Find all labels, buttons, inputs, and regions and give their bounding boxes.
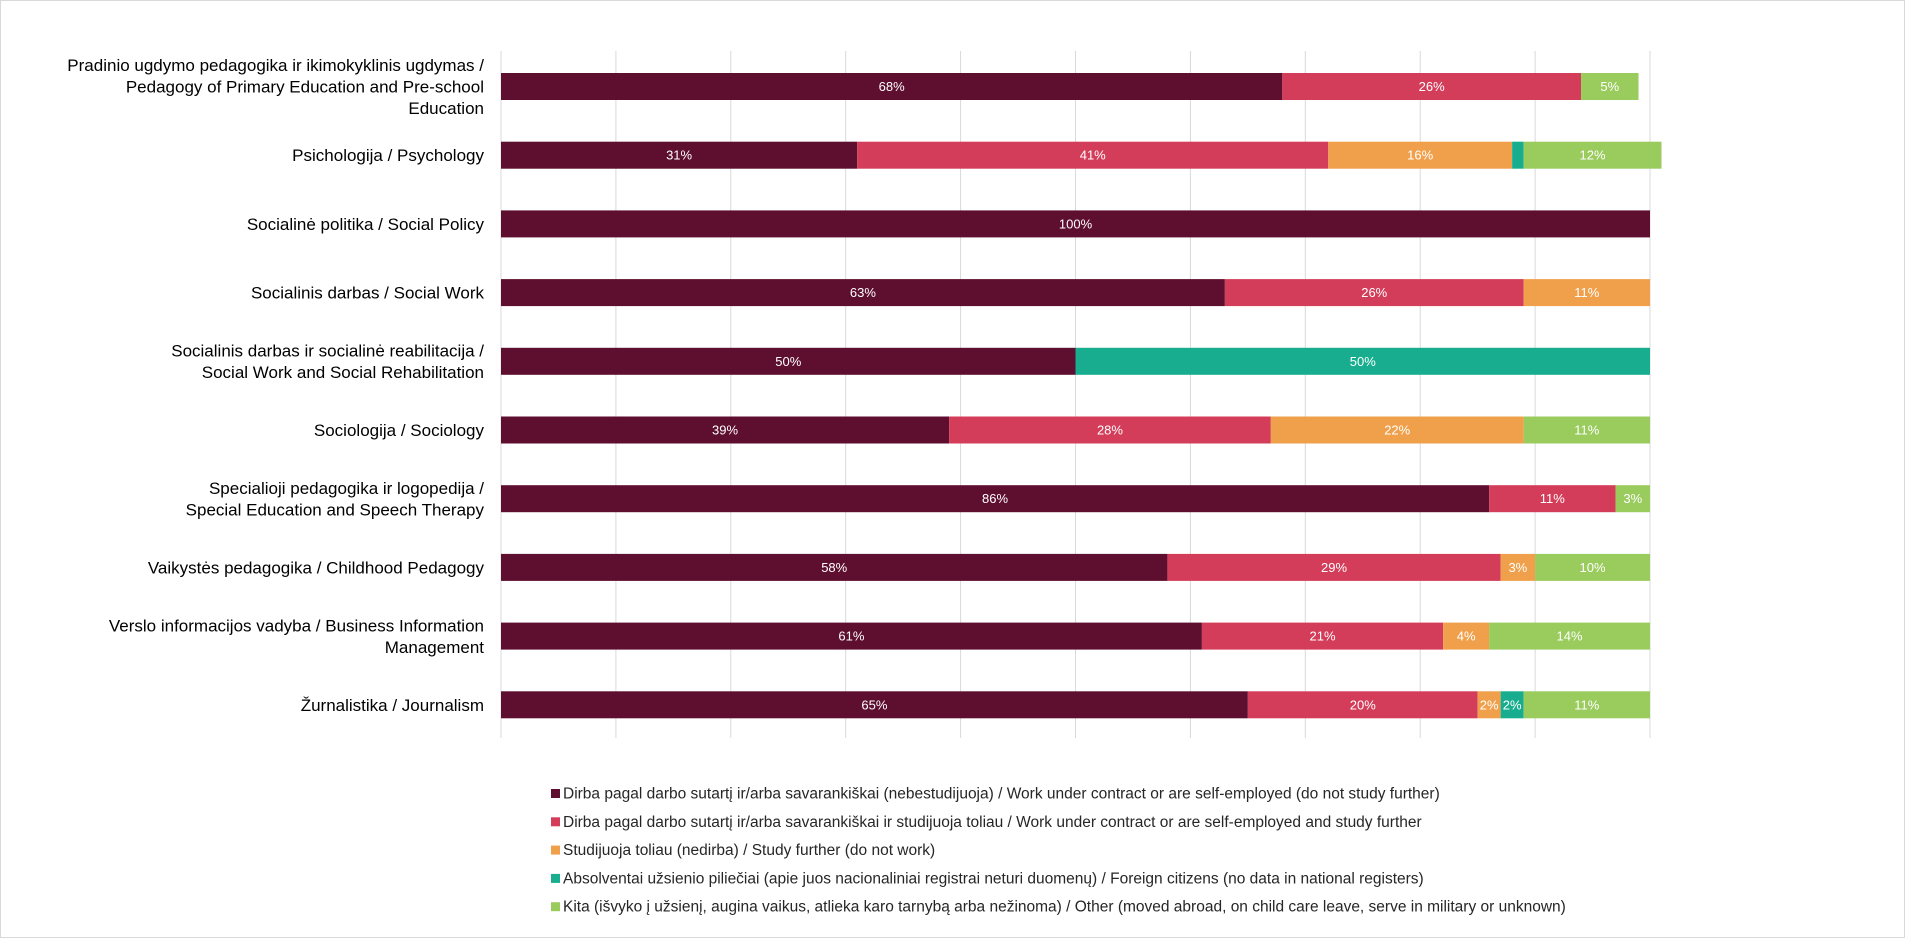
bar-segment	[1328, 141, 1513, 169]
legend-entry: Dirba pagal darbo sutartį ir/arba savara…	[563, 786, 1440, 803]
bar-segment	[1477, 691, 1501, 719]
bar-segment	[1523, 279, 1650, 307]
bar-segment	[1535, 553, 1650, 581]
legend-swatch	[551, 789, 560, 798]
data-label: 11%	[1574, 697, 1599, 712]
bar-segment	[1489, 485, 1616, 513]
data-label: 20%	[1350, 697, 1376, 712]
data-label: 3%	[1508, 560, 1527, 575]
legend-swatch	[551, 845, 560, 855]
data-label: 100%	[1059, 216, 1093, 231]
data-label: 21%	[1310, 629, 1336, 644]
legend-swatch	[551, 873, 560, 883]
bar-segment	[501, 416, 950, 444]
data-label: 68%	[879, 79, 905, 94]
bar-segment	[1581, 73, 1639, 100]
bar-segment	[501, 553, 1168, 581]
category-label: Special Education and Speech Therapy	[186, 500, 485, 519]
category-label: Education	[408, 99, 484, 118]
bar-segment	[1201, 622, 1444, 650]
data-label: 39%	[712, 423, 738, 438]
bar-segment	[1247, 691, 1478, 719]
bar-segment	[1523, 141, 1662, 169]
data-label: 28%	[1097, 423, 1123, 438]
bar-segment	[1500, 553, 1536, 581]
data-label: 31%	[666, 148, 692, 163]
data-label: 10%	[1580, 560, 1606, 575]
category-label: Pradinio ugdymo pedagogika ir ikimokykli…	[67, 56, 484, 75]
data-label: 22%	[1384, 423, 1410, 438]
data-label: 5%	[1600, 79, 1619, 94]
data-label: 3%	[1623, 491, 1642, 506]
data-label: 29%	[1321, 560, 1347, 575]
data-label: 61%	[838, 629, 864, 644]
bar-segment	[501, 73, 1283, 100]
bar-segment	[501, 485, 1490, 513]
bar-segment	[1167, 553, 1501, 581]
bar-segment	[501, 210, 1650, 238]
category-label: Verslo informacijos vadyba / Business In…	[109, 616, 484, 635]
legend-entry: Studijuoja toliau (nedirba) / Study furt…	[563, 842, 935, 859]
legend-swatch	[551, 817, 560, 827]
data-label: 11%	[1574, 285, 1599, 300]
bar-segment	[501, 347, 1076, 375]
category-label: Socialinė politika / Social Policy	[247, 215, 485, 234]
bar-segment	[501, 279, 1225, 307]
bar-segment	[1443, 622, 1490, 650]
data-label: 50%	[1350, 354, 1376, 369]
bar-segment	[1512, 141, 1524, 169]
legend-swatch	[551, 902, 560, 912]
data-label: 41%	[1080, 148, 1106, 163]
data-label: 26%	[1419, 79, 1445, 94]
legend-entry: Kita (išvyko į užsienį, augina vaikus, a…	[563, 899, 1566, 916]
bar-segment	[1282, 73, 1582, 100]
bar-segment	[1523, 416, 1650, 444]
category-label: Management	[385, 638, 485, 657]
legend-entry: Dirba pagal darbo sutartį ir/arba savara…	[563, 814, 1422, 831]
category-label: Specialioji pedagogika ir logopedija /	[209, 479, 484, 498]
data-label: 14%	[1557, 629, 1583, 644]
data-label: 11%	[1574, 423, 1599, 438]
data-label: 58%	[821, 560, 847, 575]
category-label: Socialinis darbas / Social Work	[251, 284, 485, 303]
data-label: 63%	[850, 285, 876, 300]
bar-segment	[1500, 691, 1524, 719]
bar-segment	[857, 141, 1329, 169]
data-label: 26%	[1361, 285, 1387, 300]
category-label: Social Work and Social Rehabilitation	[202, 363, 484, 382]
data-label: 2%	[1503, 697, 1522, 712]
data-label: 2%	[1480, 697, 1499, 712]
bar-segment	[1075, 347, 1650, 375]
bar-segment	[1489, 622, 1650, 650]
category-label: Vaikystės pedagogika / Childhood Pedagog…	[148, 558, 485, 577]
category-label: Sociologija / Sociology	[314, 421, 485, 440]
data-label: 12%	[1580, 148, 1606, 163]
bar-segment	[501, 691, 1248, 719]
bar-segment	[1270, 416, 1524, 444]
data-label: 86%	[982, 491, 1008, 506]
data-label: 50%	[775, 354, 801, 369]
data-label: 4%	[1457, 629, 1476, 644]
bar-segment	[501, 141, 858, 169]
category-label: Žurnalistika / Journalism	[301, 696, 484, 715]
category-label: Psichologija / Psychology	[292, 146, 484, 165]
bar-segment	[1224, 279, 1524, 307]
data-label: 65%	[861, 697, 887, 712]
data-label: 16%	[1407, 148, 1433, 163]
bar-segment	[501, 622, 1202, 650]
category-label: Pedagogy of Primary Education and Pre-sc…	[126, 78, 484, 97]
category-label: Socialinis darbas ir socialinė reabilita…	[171, 342, 484, 361]
bar-segment	[1523, 691, 1650, 719]
bar-segment	[1615, 485, 1650, 513]
data-label: 11%	[1540, 491, 1565, 506]
bar-segment	[949, 416, 1271, 444]
legend-entry: Absolventai užsienio piliečiai (apie juo…	[563, 870, 1424, 887]
